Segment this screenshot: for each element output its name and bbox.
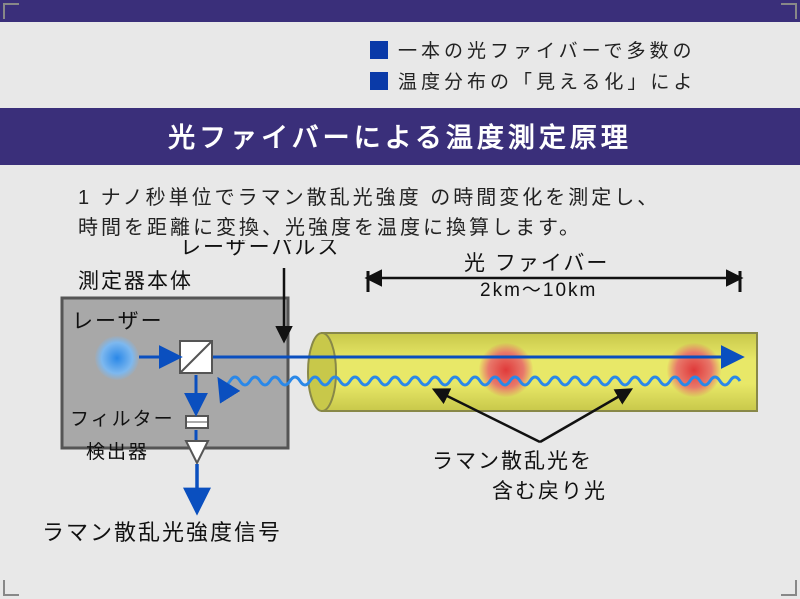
bullet-row: 一本の光ファイバーで多数の [370,36,800,63]
title-band: 光ファイバーによる温度測定原理 [0,108,800,165]
header-bar [0,0,800,22]
bullet-list: 一本の光ファイバーで多数の 温度分布の「見える化」によ [0,22,800,108]
svg-text:フィルター: フィルター [70,408,175,430]
bullet-row: 温度分布の「見える化」によ [370,67,800,94]
bullet-text: 一本の光ファイバーで多数の [398,36,695,63]
description-line: 1 ナノ秒単位でラマン散乱光強度 の時間変化を測定し、 [78,183,760,213]
page-title: 光ファイバーによる温度測定原理 [168,123,632,153]
bullet-text: 温度分布の「見える化」によ [398,67,696,94]
bullet-icon [370,72,388,90]
svg-text:ラマン散乱光を: ラマン散乱光を [432,450,593,473]
svg-text:検出器: 検出器 [86,441,149,463]
svg-text:ラマン散乱光強度信号: ラマン散乱光強度信号 [42,520,282,545]
svg-text:レーザーパルス: レーザーパルス [180,240,340,259]
diagram: レーザーパルス測定器本体レーザーフィルター検出器ラマン散乱光強度信号 光 ファイバ… [40,240,770,580]
description-line: 時間を距離に変換、光強度を温度に換算します。 [78,213,760,243]
svg-text:光 ファイバー: 光 ファイバー [464,252,609,275]
svg-text:含む戻り光: 含む戻り光 [492,480,607,503]
bullet-icon [370,41,388,59]
svg-text:測定器本体: 測定器本体 [78,270,193,293]
svg-text:レーザー: レーザー [72,310,164,333]
svg-text:2km～10km: 2km～10km [480,280,597,301]
